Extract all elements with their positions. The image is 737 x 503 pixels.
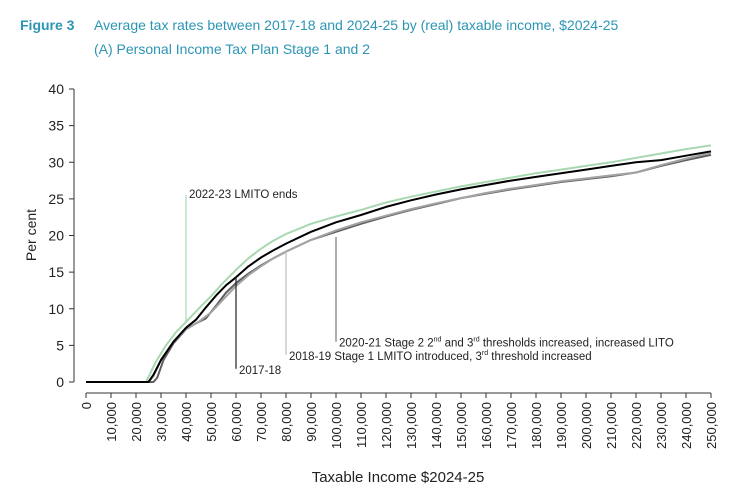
series-line-2020-21 [86, 150, 712, 383]
y-tick-label: 30 [48, 154, 64, 170]
x-tick-label: 60,000 [229, 402, 244, 442]
annotation-text-part: rd [482, 350, 488, 357]
y-axis-title: Per cent [23, 209, 39, 261]
figure-label: Figure 3 [20, 17, 75, 33]
figure-subtitle: (A) Personal Income Tax Plan Stage 1 and… [94, 41, 371, 57]
y-tick-label: 35 [48, 118, 64, 134]
x-tick-label: 240,000 [679, 402, 694, 449]
x-tick-label: 90,000 [304, 402, 319, 442]
chart-annotations: 2022-23 LMITO ends 2020-21 Stage 2 2nd an… [185, 189, 674, 377]
x-tick-label: 250,000 [704, 402, 719, 449]
x-tick-label: 40,000 [179, 402, 194, 442]
annotation-text-part: threshold increased [488, 351, 592, 363]
annotation-text-part: rd [473, 337, 479, 344]
annotation-text-part: nd [434, 337, 442, 344]
annotation-label-lmito-ends: 2022-23 LMITO ends [189, 189, 298, 201]
x-tick-label: 160,000 [479, 402, 494, 449]
y-tick-label: 15 [48, 264, 64, 280]
chart-series-lines [86, 144, 712, 383]
chart-axes: 0 5 10 15 20 25 30 35 40 0 10,000 20,000 30,000 40,00… [48, 81, 719, 449]
y-tick-label: 5 [56, 337, 64, 353]
x-tick-label: 190,000 [554, 402, 569, 449]
x-tick-label: 80,000 [279, 402, 294, 442]
x-tick-label: 220,000 [629, 402, 644, 449]
x-tick-label: 70,000 [254, 402, 269, 442]
x-tick-label: 140,000 [429, 402, 444, 449]
x-tick-label: 110,000 [354, 402, 369, 448]
y-tick-label: 20 [48, 228, 64, 244]
x-tick-label: 20,000 [129, 402, 144, 442]
x-tick-label: 130,000 [404, 402, 419, 449]
y-tick-label: 40 [48, 81, 64, 97]
x-tick-label: 100,000 [329, 402, 344, 449]
annotation-label-stage2: 2020-21 Stage 2 2nd and 3rd thresholds i… [339, 337, 674, 350]
annotation-text-part: thresholds increased, increased LITO [480, 338, 674, 350]
x-tick-label: 150,000 [454, 402, 469, 449]
x-tick-label: 30,000 [154, 402, 169, 442]
figure-title: Average tax rates between 2017-18 and 20… [94, 17, 619, 33]
x-tick-label: 50,000 [204, 402, 219, 442]
annotation-text-part: and 3 [441, 338, 473, 350]
y-tick-label: 25 [48, 191, 64, 207]
x-tick-label: 180,000 [529, 402, 544, 449]
annotation-text-part: 2020-21 Stage 2 2 [339, 338, 434, 350]
annotation-label-stage1: 2018-19 Stage 1 LMITO introduced, 3rd th… [289, 350, 592, 363]
annotation-label-base-year: 2017-18 [239, 365, 281, 377]
x-tick-label: 10,000 [104, 402, 119, 442]
x-axis-title: Taxable Income $2024-25 [312, 469, 485, 486]
x-tick-label: 0 [79, 402, 94, 409]
x-tick-label: 200,000 [579, 402, 594, 449]
x-tick-label: 210,000 [604, 402, 619, 449]
y-tick-label: 10 [48, 301, 64, 317]
series-line-2018-19 [86, 151, 712, 383]
x-tick-label: 170,000 [504, 402, 519, 449]
x-tick-label: 120,000 [379, 402, 394, 449]
x-tick-label: 230,000 [654, 402, 669, 449]
y-tick-label: 0 [56, 374, 64, 390]
annotation-text-part: 2018-19 Stage 1 LMITO introduced, 3 [289, 351, 482, 363]
